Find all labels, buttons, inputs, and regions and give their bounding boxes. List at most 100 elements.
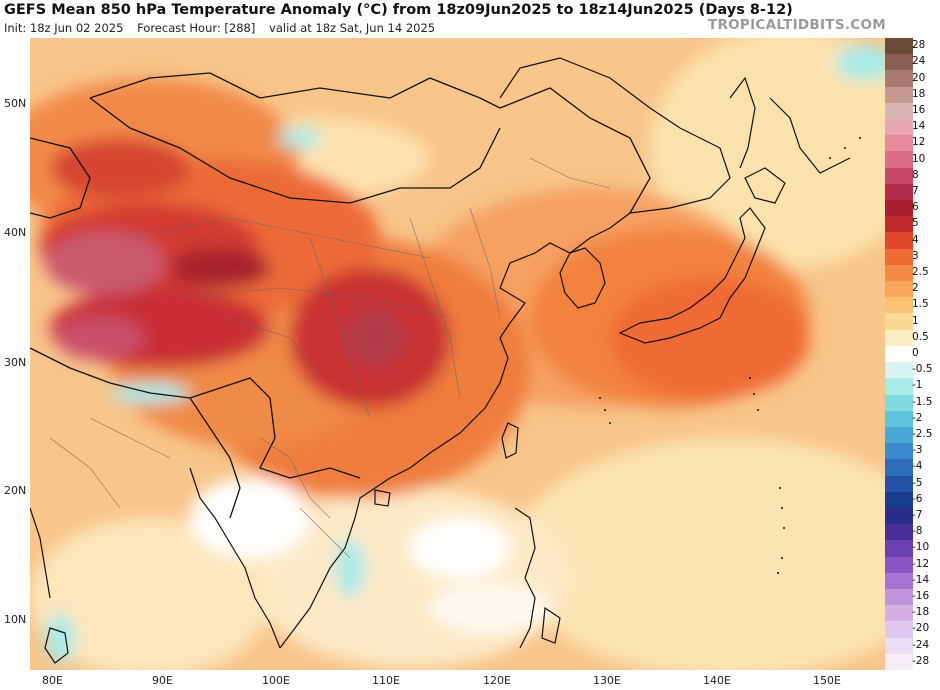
colorbar-swatch bbox=[885, 167, 913, 185]
lon-label-80e: 80E bbox=[42, 674, 63, 687]
colorbar-label: 2.5 bbox=[912, 265, 929, 278]
colorbar-swatch bbox=[885, 313, 913, 331]
colorbar-label: 7 bbox=[912, 184, 919, 197]
lon-label-140e: 140E bbox=[703, 674, 731, 687]
colorbar-swatch bbox=[885, 102, 913, 120]
forecast-hour: Forecast Hour: [288] bbox=[137, 21, 256, 35]
colorbar-swatch bbox=[885, 443, 913, 460]
colorbar-swatch bbox=[885, 329, 913, 347]
colorbar-swatch bbox=[885, 378, 913, 395]
colorbar-label: 14 bbox=[912, 120, 926, 133]
colorbar-swatch bbox=[885, 248, 913, 266]
colorbar-label: -7 bbox=[912, 509, 923, 522]
colorbar-label: 18 bbox=[912, 87, 926, 100]
colorbar-label: -1.5 bbox=[912, 395, 933, 408]
colorbar-swatch bbox=[885, 135, 913, 152]
colorbar-label: -10 bbox=[912, 541, 930, 554]
colorbar-swatch bbox=[885, 556, 913, 574]
colorbar-swatch bbox=[885, 621, 913, 639]
coastlines bbox=[30, 57, 851, 664]
colorbar-label: 28 bbox=[912, 39, 926, 52]
colorbar-swatch bbox=[885, 653, 913, 671]
lat-label-40n: 40N bbox=[4, 226, 27, 239]
colorbar-label: -5 bbox=[912, 476, 923, 489]
anomaly-map bbox=[30, 38, 885, 670]
colorbar-swatch bbox=[885, 475, 913, 493]
colorbar-swatch bbox=[885, 491, 913, 509]
lon-label-110e: 110E bbox=[372, 674, 400, 687]
colorbar-swatch bbox=[885, 572, 913, 590]
colorbar-swatch bbox=[885, 70, 913, 88]
colorbar-label: -28 bbox=[912, 654, 930, 667]
province-lines bbox=[49, 157, 611, 559]
colorbar-swatch bbox=[885, 86, 913, 104]
country-borders bbox=[30, 72, 651, 519]
colorbar-swatch bbox=[885, 183, 913, 201]
colorbar-label: -20 bbox=[912, 622, 930, 635]
colorbar-label: -12 bbox=[912, 557, 930, 570]
valid-time: valid at 18z Sat, Jun 14 2025 bbox=[269, 21, 436, 35]
colorbar-label: -6 bbox=[912, 492, 923, 505]
lon-label-100e: 100E bbox=[262, 674, 290, 687]
colorbar-swatch bbox=[885, 264, 913, 282]
colorbar-swatch bbox=[885, 151, 913, 169]
colorbar-label: -0.5 bbox=[912, 363, 933, 376]
colorbar-label: -18 bbox=[912, 606, 930, 619]
colorbar-label: 8 bbox=[912, 168, 919, 181]
map-canvas bbox=[30, 38, 885, 670]
colorbar-label: 10 bbox=[912, 152, 926, 165]
lat-label-20n: 20N bbox=[4, 484, 27, 497]
colorbar-swatch bbox=[885, 200, 913, 217]
colorbar-swatch bbox=[885, 605, 913, 622]
colorbar-label: -1 bbox=[912, 379, 923, 392]
lat-label-50n: 50N bbox=[4, 97, 27, 110]
colorbar-label: -16 bbox=[912, 590, 930, 603]
colorbar bbox=[885, 38, 913, 671]
colorbar-label: -4 bbox=[912, 460, 923, 473]
colorbar-label: 1.5 bbox=[912, 298, 929, 311]
colorbar-label: -3 bbox=[912, 444, 923, 457]
colorbar-swatch bbox=[885, 54, 913, 71]
colorbar-label: 4 bbox=[912, 233, 919, 246]
colorbar-label: 24 bbox=[912, 55, 926, 68]
colorbar-label: 2 bbox=[912, 282, 919, 295]
colorbar-label: 20 bbox=[912, 71, 926, 84]
colorbar-label: 12 bbox=[912, 136, 926, 149]
lat-label-10n: 10N bbox=[4, 613, 27, 626]
colorbar-swatch bbox=[885, 588, 913, 606]
colorbar-label: -2.5 bbox=[912, 428, 933, 441]
map-title: GEFS Mean 850 hPa Temperature Anomaly (°… bbox=[4, 2, 793, 18]
colorbar-label: 5 bbox=[912, 217, 919, 230]
island-dots bbox=[599, 137, 861, 574]
colorbar-swatch bbox=[885, 394, 913, 412]
colorbar-swatch bbox=[885, 637, 913, 655]
lon-label-90e: 90E bbox=[152, 674, 173, 687]
lon-label-120e: 120E bbox=[483, 674, 511, 687]
colorbar-label: 3 bbox=[912, 249, 919, 262]
colorbar-label: -2 bbox=[912, 411, 923, 424]
colorbar-label: -14 bbox=[912, 573, 930, 586]
header: GEFS Mean 850 hPa Temperature Anomaly (°… bbox=[0, 0, 940, 38]
brand-watermark: TROPICALTIDBITS.COM bbox=[707, 17, 886, 33]
colorbar-swatch bbox=[885, 524, 913, 541]
colorbar-label: 0.5 bbox=[912, 330, 929, 343]
anomaly-field bbox=[30, 38, 885, 670]
init-time: Init: 18z Jun 02 2025 bbox=[4, 21, 124, 35]
colorbar-swatch bbox=[885, 540, 913, 558]
colorbar-swatch bbox=[885, 459, 913, 477]
map-subtitle: Init: 18z Jun 02 2025 Forecast Hour: [28… bbox=[4, 21, 445, 35]
colorbar-label: 1 bbox=[912, 314, 919, 327]
colorbar-swatch bbox=[885, 216, 913, 233]
colorbar-label: 16 bbox=[912, 103, 926, 116]
colorbar-swatch bbox=[885, 426, 913, 444]
colorbar-label: -24 bbox=[912, 638, 930, 651]
lat-label-30n: 30N bbox=[4, 356, 27, 369]
colorbar-label: 0 bbox=[912, 347, 919, 359]
colorbar-label: 6 bbox=[912, 201, 919, 214]
colorbar-label: -8 bbox=[912, 525, 923, 538]
colorbar-swatch bbox=[885, 38, 913, 55]
colorbar-swatch bbox=[885, 410, 913, 428]
colorbar-swatch bbox=[885, 345, 913, 363]
colorbar-swatch bbox=[885, 281, 913, 298]
colorbar-swatch bbox=[885, 232, 913, 250]
